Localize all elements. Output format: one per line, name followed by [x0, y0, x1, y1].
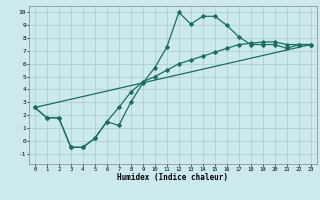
X-axis label: Humidex (Indice chaleur): Humidex (Indice chaleur) — [117, 173, 228, 182]
